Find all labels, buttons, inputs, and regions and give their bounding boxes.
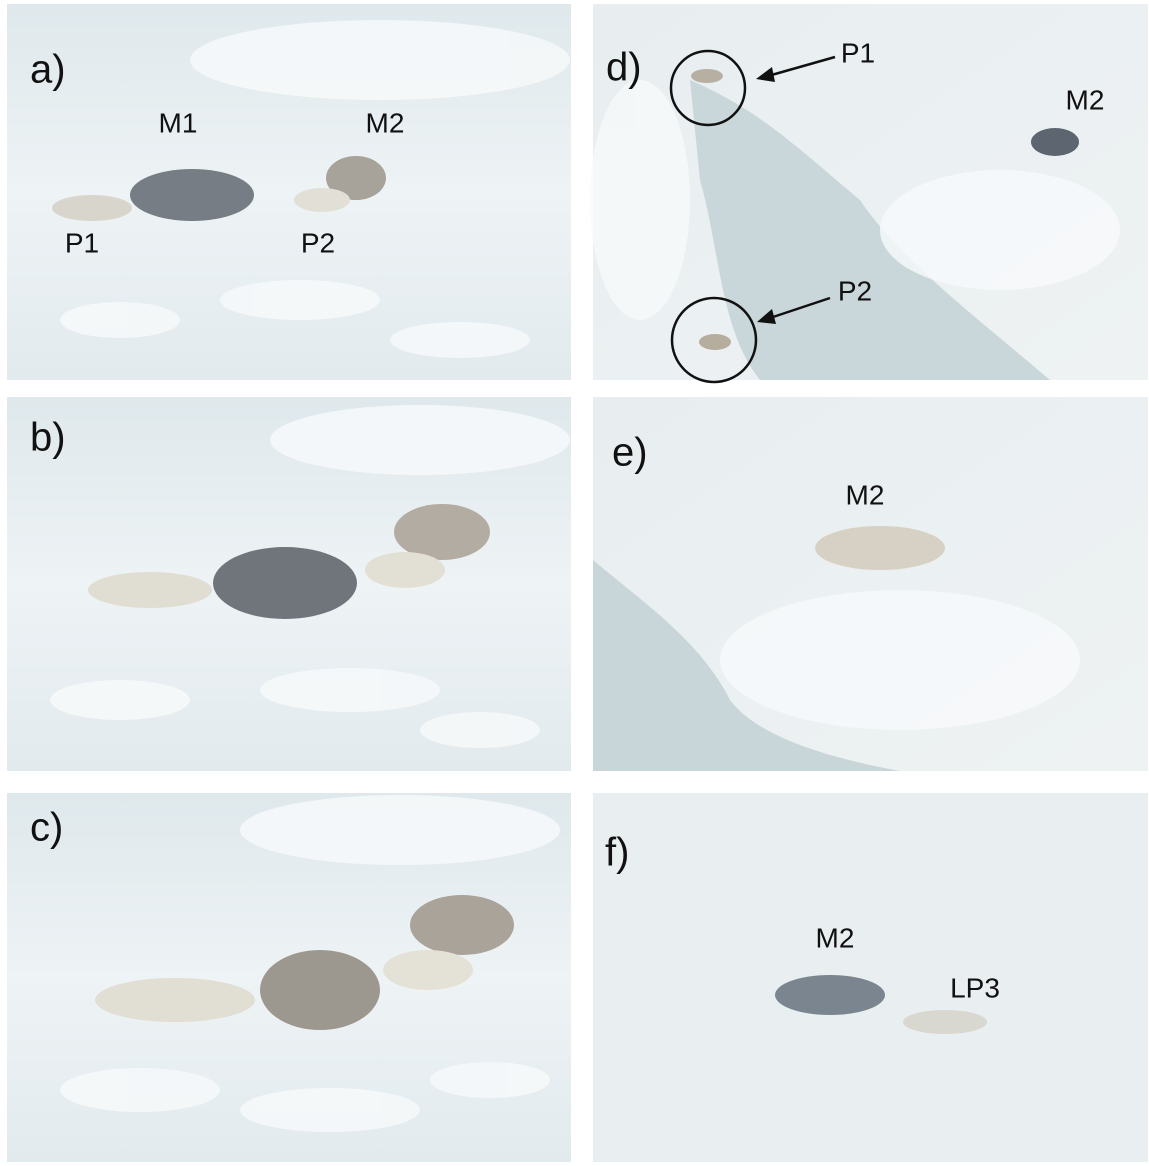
- panel-label: a): [30, 48, 66, 92]
- annotation: M2: [846, 479, 885, 510]
- annotation: M2: [1066, 84, 1105, 115]
- annotation: P2: [838, 275, 872, 306]
- seal: [365, 552, 445, 588]
- photo-f: [593, 793, 1148, 1162]
- seal: [213, 547, 357, 619]
- annotation: M2: [816, 922, 855, 953]
- seal: [95, 978, 255, 1022]
- panel-label: b): [30, 416, 66, 460]
- arrowhead: [756, 67, 775, 82]
- seal: [394, 504, 490, 560]
- seal: [52, 195, 132, 221]
- annotation: P1: [65, 227, 99, 258]
- panel-label: c): [30, 806, 63, 850]
- seal: [775, 975, 885, 1015]
- seal: [691, 69, 723, 83]
- water-channel: [593, 560, 900, 771]
- seal: [260, 950, 380, 1030]
- highlight-circle: [669, 49, 747, 127]
- annotation: P1: [841, 37, 875, 68]
- water-channel: [690, 80, 1050, 380]
- annotation: M2: [366, 107, 405, 138]
- seal: [699, 334, 731, 350]
- panel-label: d): [606, 46, 642, 90]
- seal: [815, 526, 945, 570]
- arrowhead: [757, 309, 776, 324]
- callouts: [669, 49, 836, 384]
- photo-backgrounds: [7, 4, 1148, 1162]
- seal: [326, 156, 386, 200]
- panel-label: f): [605, 831, 629, 875]
- seal: [903, 1010, 987, 1034]
- panel-label: e): [612, 431, 648, 475]
- seal: [410, 895, 514, 955]
- arrow: [769, 296, 831, 320]
- seal: [383, 950, 473, 990]
- seal: [1031, 128, 1079, 156]
- annotation: LP3: [950, 972, 1000, 1003]
- highlight-circle: [670, 296, 758, 384]
- seal: [88, 572, 212, 608]
- seal: [130, 169, 254, 221]
- arrow: [767, 55, 836, 78]
- annotation: P2: [301, 227, 335, 258]
- annotation: M1: [159, 107, 198, 138]
- ice-blocks: [50, 20, 1120, 1132]
- seals: [52, 69, 1079, 1034]
- seal: [294, 188, 350, 212]
